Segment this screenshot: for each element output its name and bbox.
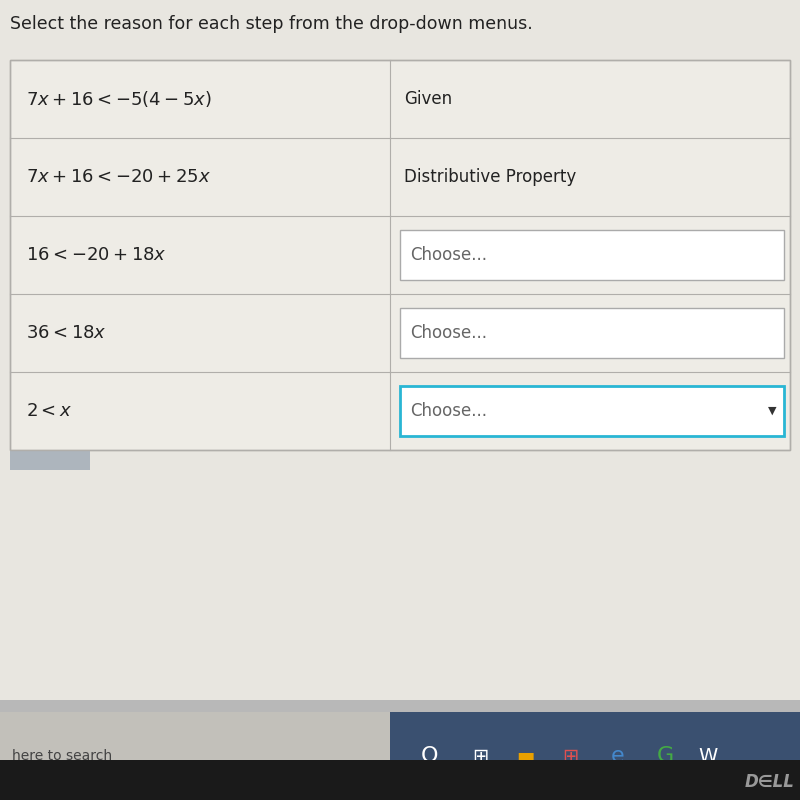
Text: ▬: ▬ [516,746,534,766]
Text: $36 < 18x$: $36 < 18x$ [26,324,106,342]
Text: $2 < x$: $2 < x$ [26,402,72,420]
Bar [0,450,800,710]
Text: $16 < -20 + 18x$: $16 < -20 + 18x$ [26,246,166,264]
Text: e: e [611,746,625,766]
Text: ⊞: ⊞ [562,746,578,766]
Text: G: G [656,746,674,766]
Bar [400,386,784,436]
Text: here to search: here to search [12,749,112,763]
Bar [0,700,800,712]
Text: Distributive Property: Distributive Property [404,168,576,186]
Text: W: W [698,746,718,766]
Text: $7x + 16 < -5(4 - 5x)$: $7x + 16 < -5(4 - 5x)$ [26,89,212,109]
Text: ⊞: ⊞ [472,746,488,766]
Text: O: O [422,746,438,766]
Text: $7x + 16 < -20 + 25x$: $7x + 16 < -20 + 25x$ [26,168,211,186]
Text: D∈LL: D∈LL [745,773,795,791]
Text: Select the reason for each step from the drop-down menus.: Select the reason for each step from the… [10,15,533,33]
Bar [390,712,800,800]
Bar [0,760,800,800]
Bar [400,230,784,280]
Bar [0,712,390,800]
Bar [400,308,784,358]
Text: Given: Given [404,90,452,108]
Text: Choose...: Choose... [410,324,487,342]
Text: Choose...: Choose... [410,402,487,420]
Text: Choose...: Choose... [410,246,487,264]
Bar [10,60,790,450]
Text: ▼: ▼ [768,406,776,416]
Bar [10,60,790,450]
Bar [10,450,90,470]
